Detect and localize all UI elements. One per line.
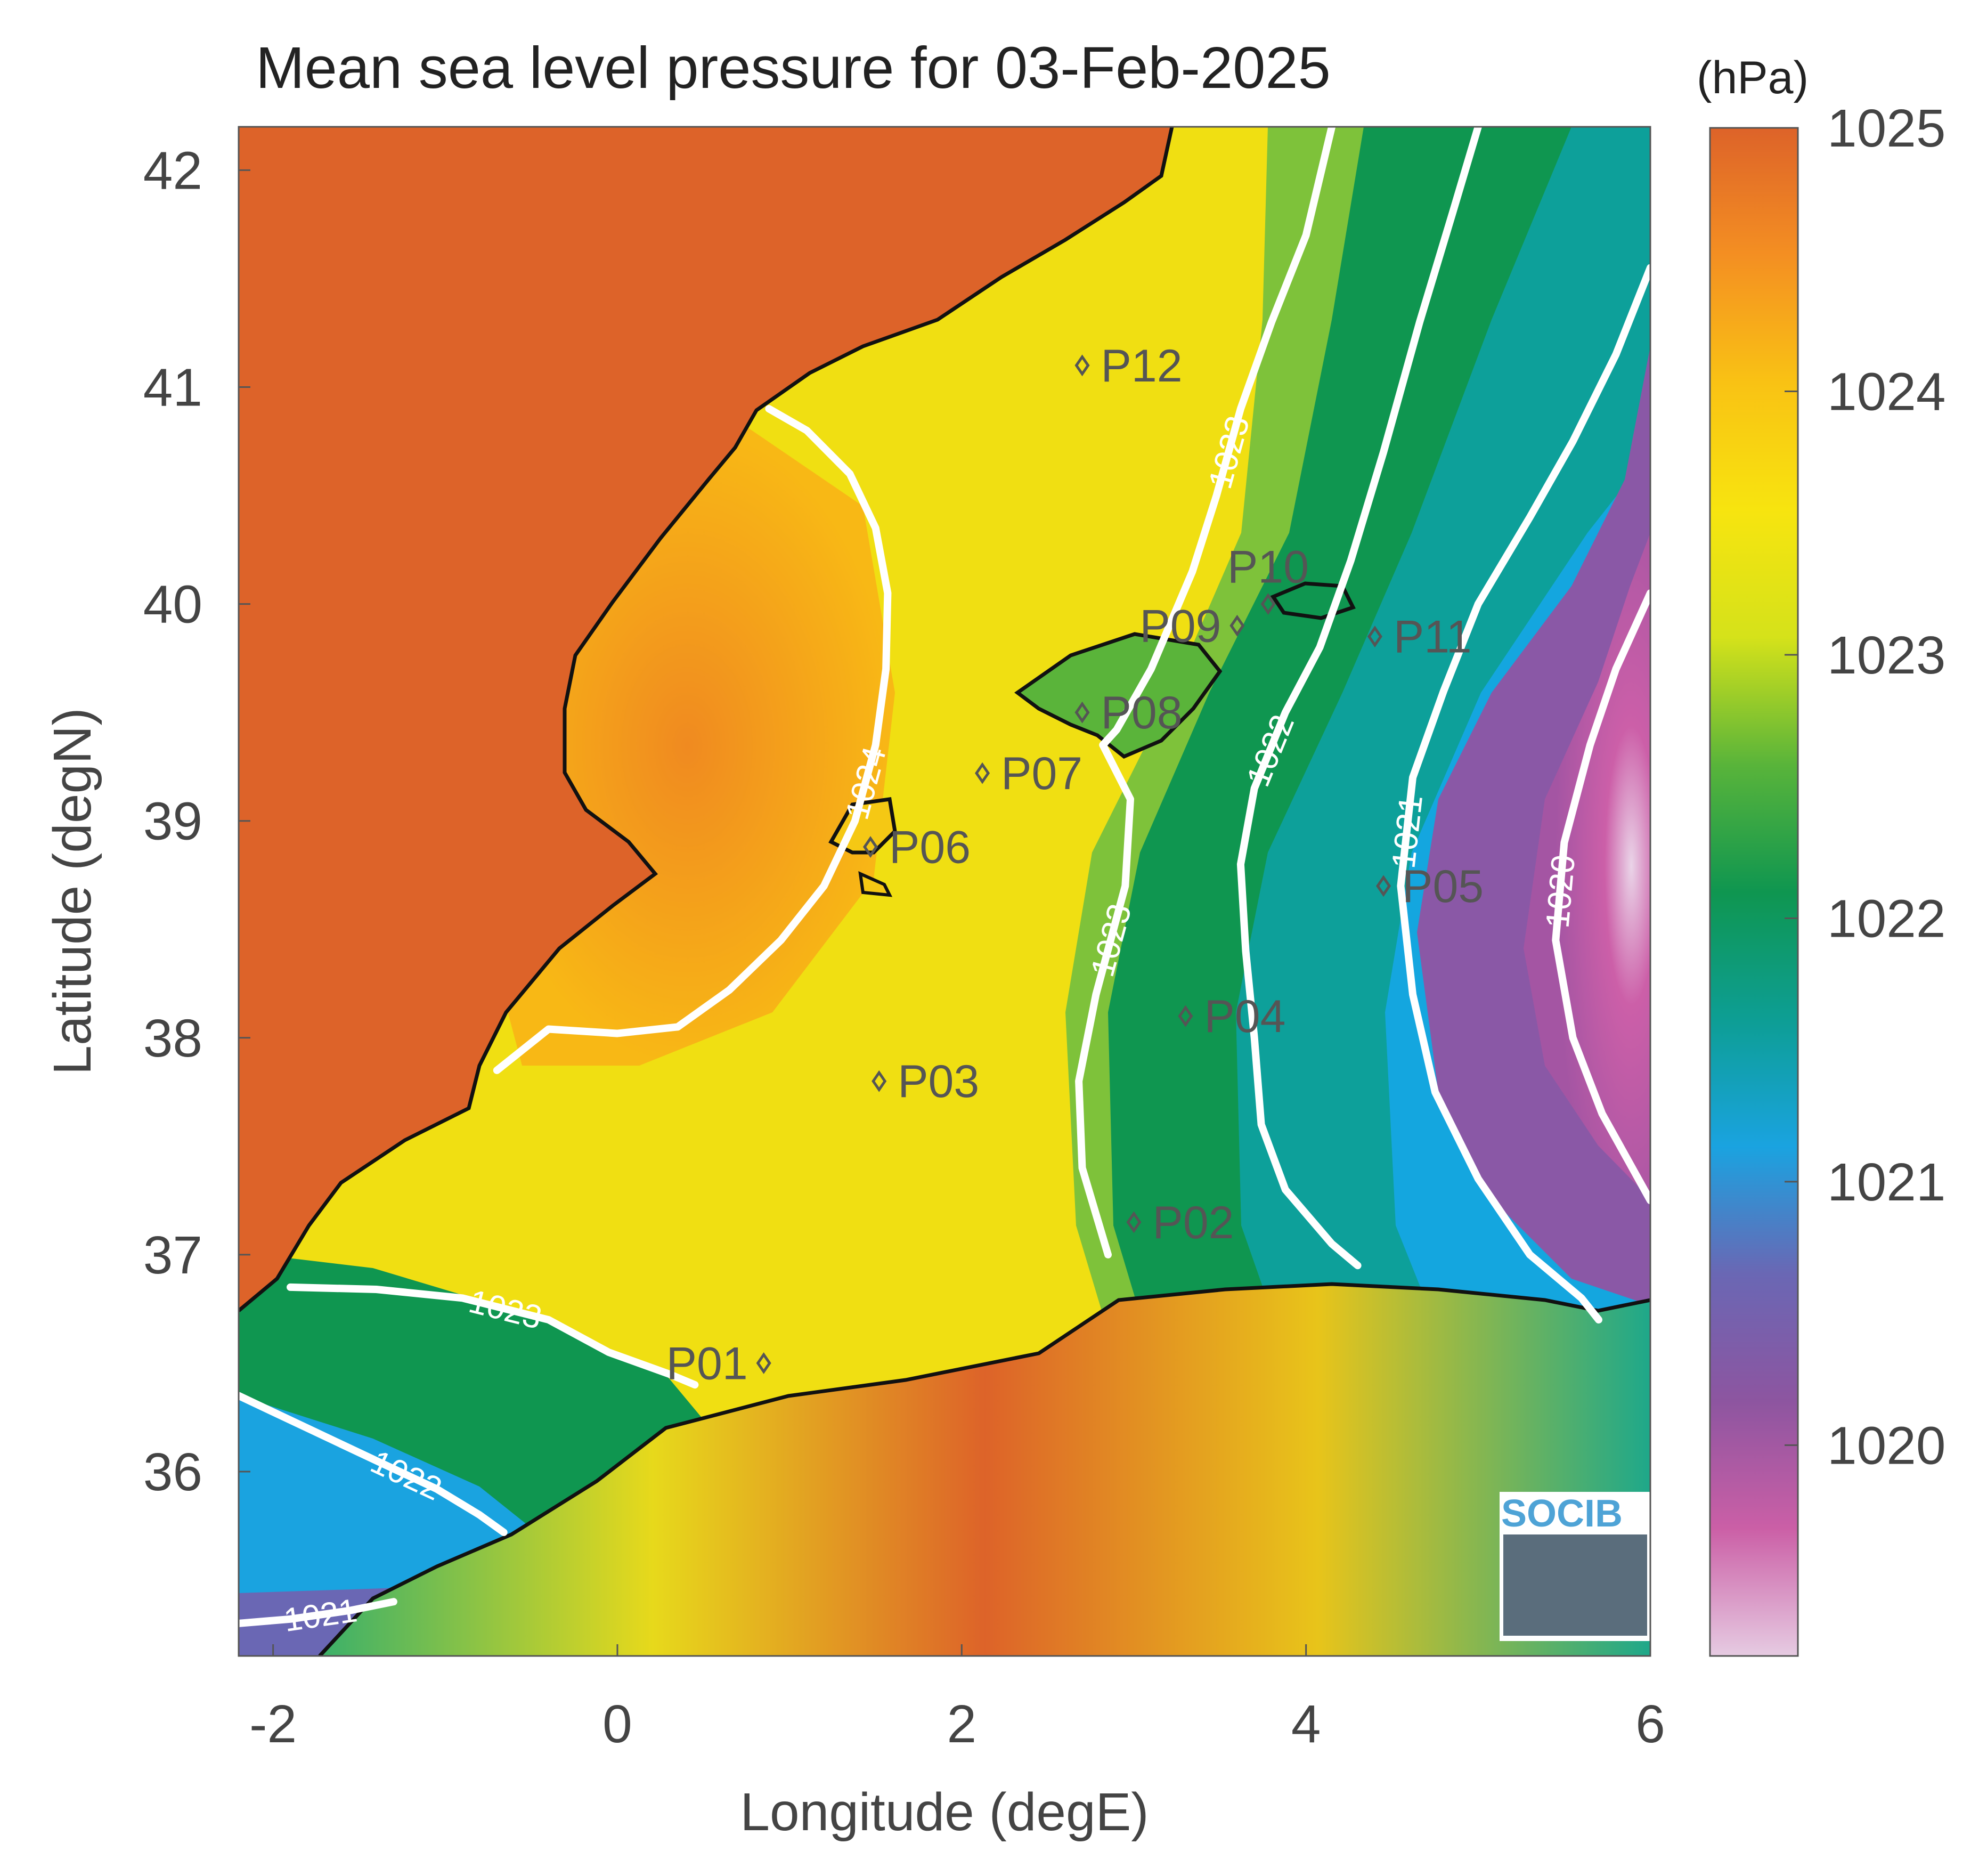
y-axis-label: Latitude (degN): [43, 708, 102, 1075]
isobar-label-group: 1021: [1385, 793, 1430, 871]
isobar-line: [239, 1598, 397, 1627]
colorbar-tick-label: 1020: [1827, 1416, 1945, 1475]
island-mallorca: [1014, 632, 1223, 759]
isobar-line: [287, 1283, 699, 1389]
land-iberia: [239, 127, 1172, 1311]
colorbar-ticks: 1020 1021 1022 1023 1024 1025: [1785, 99, 1945, 1475]
island-formentera: [858, 871, 893, 897]
station-label: P03: [898, 1056, 979, 1107]
station-marker: [975, 762, 990, 784]
isobar-line: [1075, 741, 1134, 1258]
y-tick-label: 41: [143, 358, 202, 418]
y-tick-label: 42: [143, 141, 202, 200]
y-tick-label: 36: [143, 1442, 202, 1502]
x-axis-label: Longitude (degE): [740, 1782, 1149, 1842]
colorbar-unit: (hPa): [1697, 52, 1809, 103]
isobar-line: [239, 1392, 508, 1536]
y-tick-label: 39: [143, 792, 202, 851]
station-label: P10: [1227, 542, 1309, 593]
station-marker: [756, 1352, 771, 1374]
station-label: P01: [666, 1338, 748, 1389]
x-tick-label: 2: [947, 1694, 977, 1754]
colorbar-tick-label: 1025: [1827, 99, 1945, 158]
isobar-label: 1020: [1539, 853, 1582, 929]
coastline-iberia: [239, 127, 1174, 1312]
station-label: P11: [1394, 612, 1472, 663]
station-marker: [1126, 1211, 1142, 1233]
colorbar: [1709, 127, 1799, 1657]
isobar-line: [1099, 127, 1336, 749]
x-axis-ticks: -2 0 2 4 6: [249, 1644, 1665, 1754]
sea-field-pink: [1524, 533, 1650, 1199]
map-frame: [238, 126, 1651, 1657]
isobar-line: [1236, 127, 1482, 1270]
station-marker: [1367, 626, 1382, 648]
isobar-line: [493, 405, 892, 1074]
coastline-north-africa: [318, 1282, 1650, 1656]
station-label: P08: [1101, 687, 1183, 738]
station-marker: [1178, 1005, 1193, 1027]
station-label: P12: [1101, 340, 1183, 392]
station-label: P05: [1402, 861, 1484, 912]
colorbar-tick-label: 1022: [1827, 889, 1945, 948]
station-label: P06: [889, 822, 971, 873]
land-north-africa: [320, 1284, 1650, 1656]
station-marker: [872, 1070, 887, 1092]
y-axis-ticks: 36 37 38 39 40 41 42: [143, 141, 250, 1502]
station-marker: [863, 836, 878, 858]
station-label: P04: [1204, 991, 1285, 1042]
isobar-line: [1397, 264, 1650, 1323]
station-label: P07: [1001, 748, 1082, 799]
x-tick-label: 0: [602, 1694, 632, 1754]
colorbar-tick-label: 1021: [1827, 1152, 1945, 1212]
x-tick-label: 6: [1635, 1694, 1665, 1754]
station-label: P09: [1139, 600, 1221, 652]
socib-logo: SOCIB: [1500, 1492, 1650, 1641]
isobar-label-group: 1020: [1539, 853, 1582, 929]
station-label: P02: [1152, 1197, 1234, 1248]
y-tick-label: 40: [143, 575, 202, 635]
station-marker: [1074, 354, 1090, 377]
y-tick-label: 38: [143, 1009, 202, 1068]
isobar-label: 1021: [1385, 793, 1430, 871]
station-marker: [1229, 614, 1245, 637]
station-marker: [1260, 593, 1276, 615]
x-tick-label: -2: [249, 1694, 297, 1754]
station-marker: [1074, 701, 1090, 724]
colorbar-tick-label: 1023: [1827, 626, 1945, 685]
isobar-line: [1552, 589, 1650, 1205]
y-tick-label: 37: [143, 1225, 202, 1285]
colorbar-tick-label: 1024: [1827, 362, 1945, 421]
socib-logo-text: SOCIB: [1501, 1492, 1623, 1535]
station-marker: [1376, 875, 1391, 897]
x-tick-label: 4: [1291, 1694, 1321, 1754]
chart-title: Mean sea level pressure for 03-Feb-2025: [256, 35, 1331, 101]
